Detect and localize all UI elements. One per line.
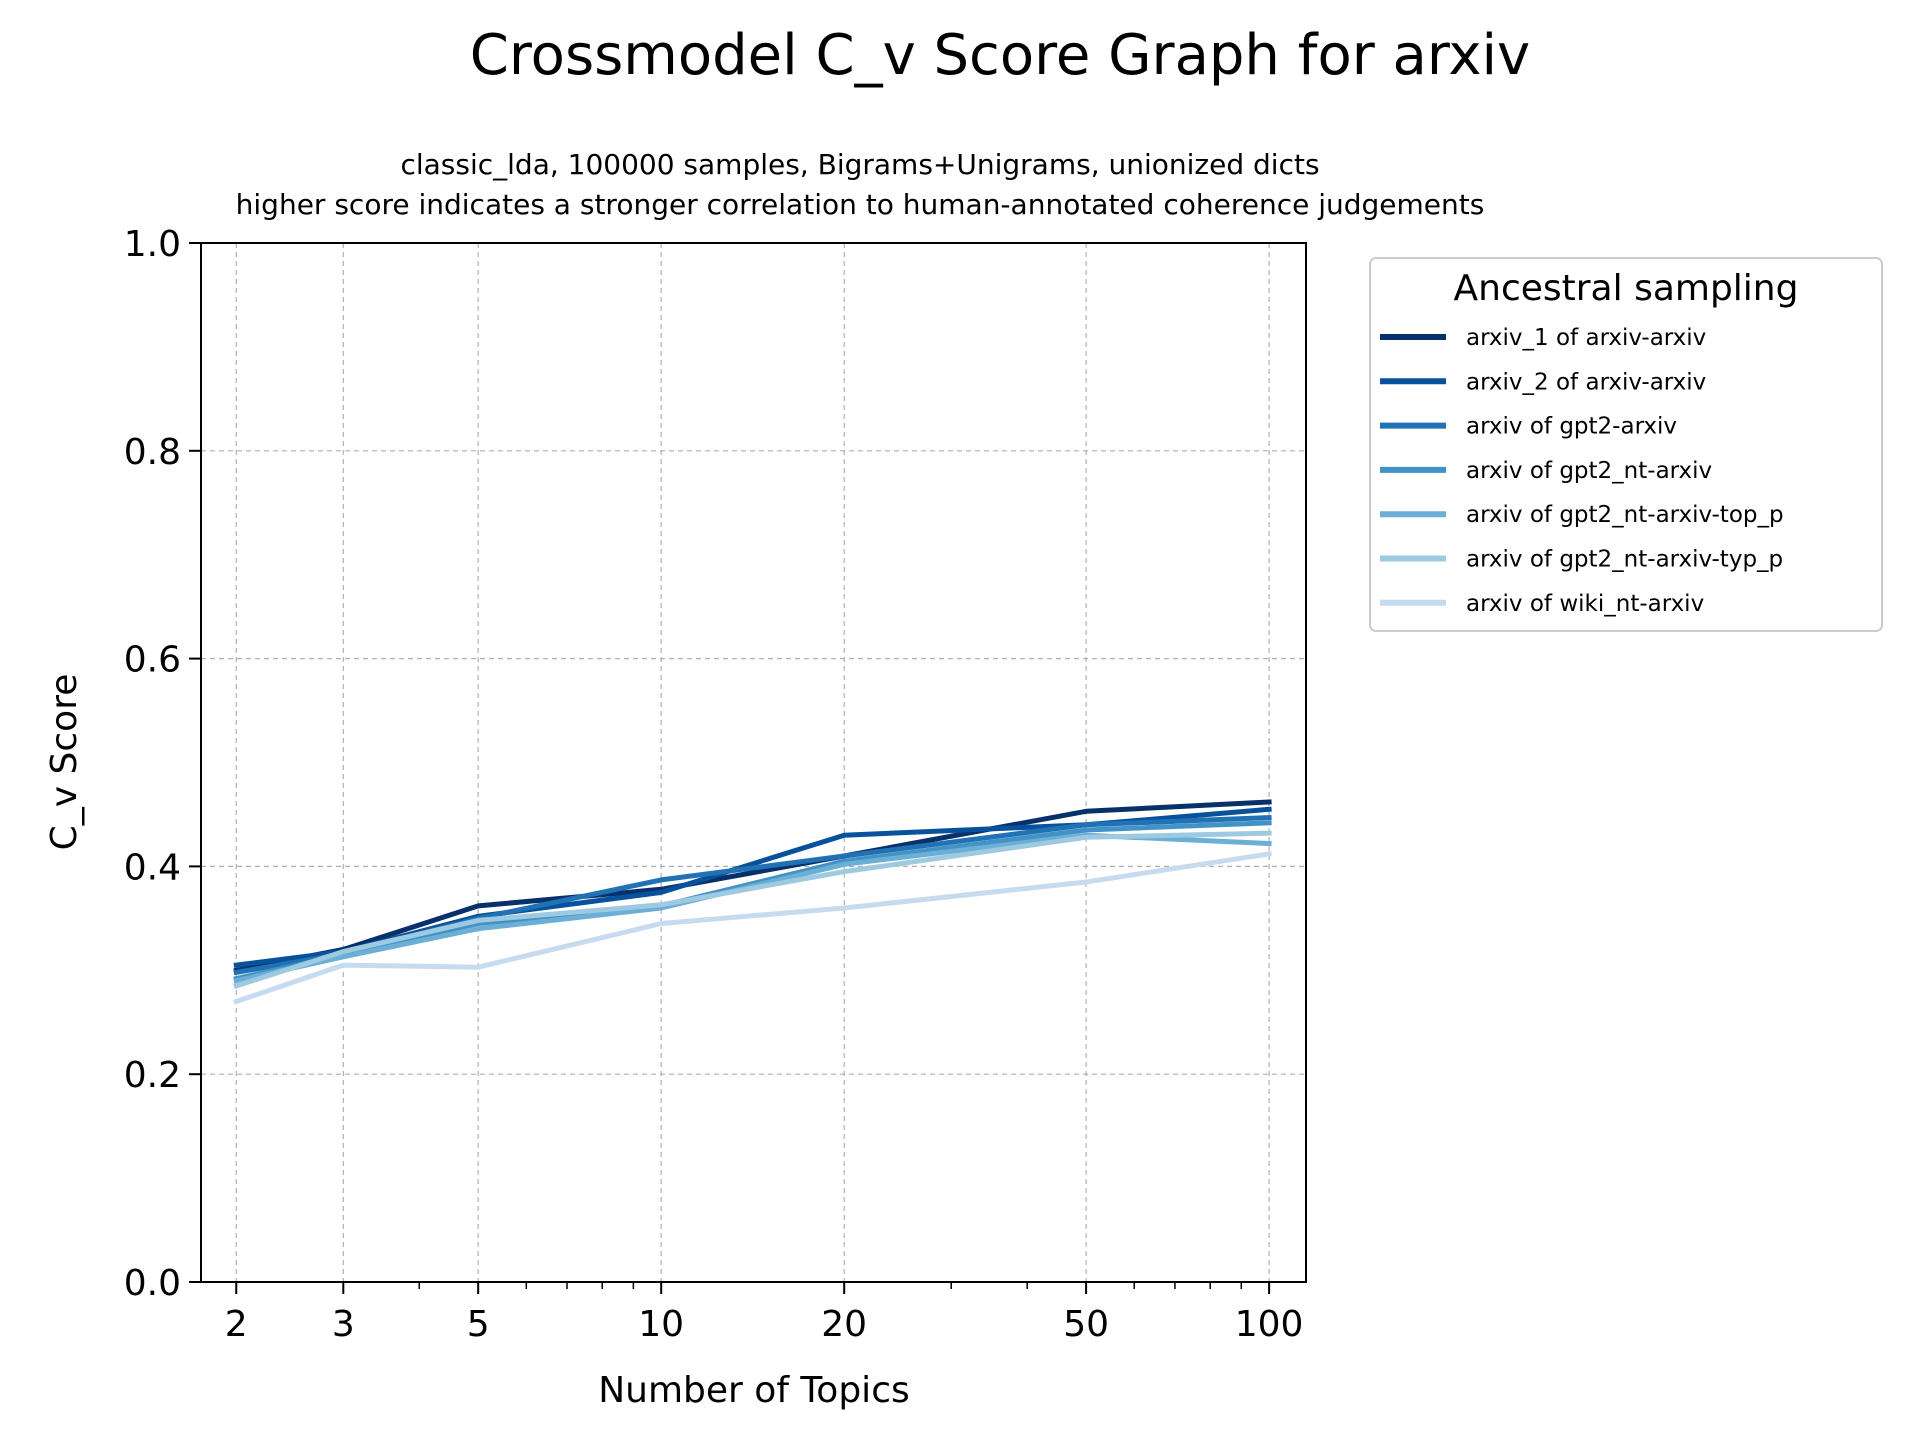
x-tick-label: 100	[1235, 1304, 1304, 1345]
legend-label: arxiv of gpt2_nt-arxiv	[1466, 458, 1712, 484]
y-tick-label: 0.6	[124, 640, 181, 681]
chart-subtitle-line-1: classic_lda, 100000 samples, Bigrams+Uni…	[400, 148, 1319, 181]
axes: 2 3 5 10 20 50 100 0.0 0.2 0.4 0.6 0.8 1.0	[124, 224, 1304, 1345]
plot-lines	[233, 799, 1272, 1005]
y-tick-label: 0.2	[124, 1055, 181, 1096]
legend-box	[1369, 257, 1883, 632]
y-tick-label: 0.4	[124, 847, 181, 888]
y-axis-label: C_v Score	[44, 674, 85, 851]
y-tick-label: 0.0	[124, 1263, 181, 1304]
x-tick-label: 3	[332, 1304, 355, 1345]
chart-title: Crossmodel C_v Score Graph for arxiv	[470, 23, 1530, 88]
x-tick-label: 5	[467, 1304, 490, 1345]
x-tick-label: 20	[821, 1304, 867, 1345]
legend-entries: arxiv_1 of arxiv-arxiv arxiv_2 of arxiv-a…	[1380, 325, 1784, 617]
plot-frame	[200, 242, 1307, 1283]
y-tick-label: 1.0	[124, 224, 181, 265]
legend-label: arxiv_2 of arxiv-arxiv	[1466, 369, 1706, 395]
x-tick-label: 10	[638, 1304, 684, 1345]
y-tick-label: 0.8	[124, 432, 181, 473]
chart-subtitle-line-2: higher score indicates a stronger correl…	[236, 188, 1485, 221]
legend-label: arxiv of gpt2_nt-arxiv-typ_p	[1466, 547, 1783, 573]
legend-title: Ancestral sampling	[1454, 268, 1799, 309]
legend-label: arxiv of gpt2_nt-arxiv-top_p	[1466, 502, 1784, 528]
x-axis-label: Number of Topics	[598, 1370, 910, 1411]
legend: Ancestral sampling arxiv_1 of arxiv-arxi…	[1369, 257, 1883, 632]
x-tick-label: 50	[1063, 1304, 1109, 1345]
legend-label: arxiv of wiki_nt-arxiv	[1466, 591, 1704, 617]
legend-label: arxiv of gpt2-arxiv	[1466, 414, 1677, 440]
x-tick-label: 2	[225, 1304, 248, 1345]
legend-label: arxiv_1 of arxiv-arxiv	[1466, 325, 1706, 351]
series-line-6	[233, 830, 1272, 990]
series-line-7	[233, 851, 1272, 1005]
